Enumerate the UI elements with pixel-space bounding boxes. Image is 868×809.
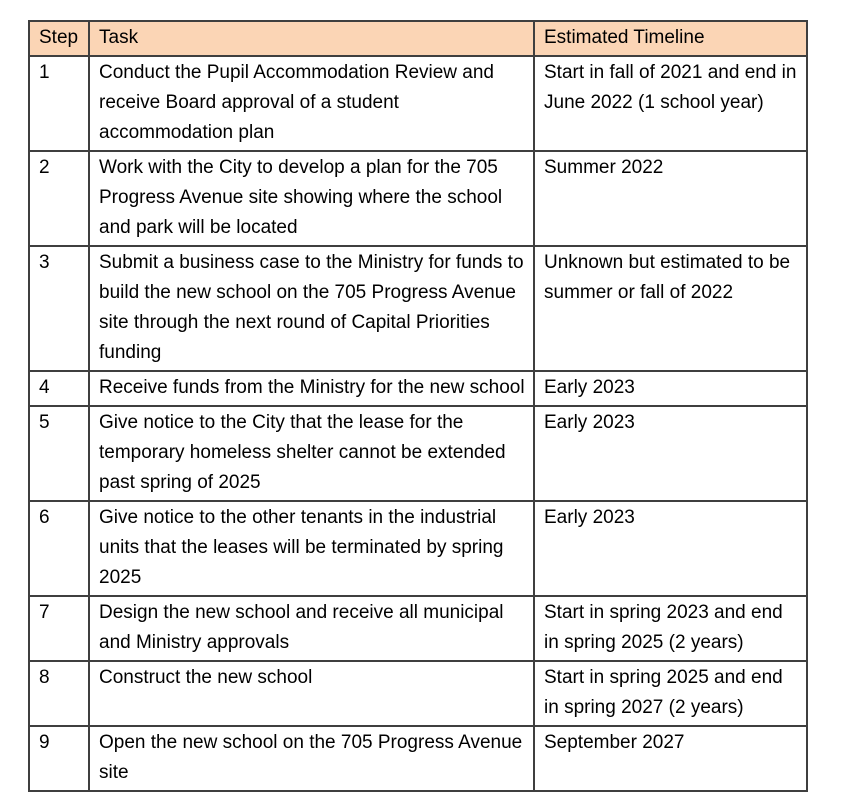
header-row: Step Task Estimated Timeline — [28, 20, 808, 57]
task-cell: Give notice to the other tenants in the … — [88, 500, 535, 597]
timeline-cell: Start in spring 2025 and end in spring 2… — [533, 660, 808, 727]
table-row: 4 Receive funds from the Ministry for th… — [28, 370, 808, 407]
table-row: 2 Work with the City to develop a plan f… — [28, 150, 808, 247]
timeline-cell: September 2027 — [533, 725, 808, 792]
task-cell: Work with the City to develop a plan for… — [88, 150, 535, 247]
step-cell: 6 — [28, 500, 90, 597]
timeline-column-header: Estimated Timeline — [533, 20, 808, 57]
step-cell: 3 — [28, 245, 90, 372]
task-cell: Submit a business case to the Ministry f… — [88, 245, 535, 372]
step-cell: 9 — [28, 725, 90, 792]
step-cell: 8 — [28, 660, 90, 727]
timeline-cell: Early 2023 — [533, 500, 808, 597]
timeline-cell: Unknown but estimated to be summer or fa… — [533, 245, 808, 372]
task-cell: Conduct the Pupil Accommodation Review a… — [88, 55, 535, 152]
task-cell: Receive funds from the Ministry for the … — [88, 370, 535, 407]
table-header: Step Task Estimated Timeline — [28, 20, 808, 57]
table-row: 3 Submit a business case to the Ministry… — [28, 245, 808, 372]
school-timeline-table: Step Task Estimated Timeline 1 Conduct t… — [28, 20, 808, 792]
step-cell: 7 — [28, 595, 90, 662]
table-row: 9 Open the new school on the 705 Progres… — [28, 725, 808, 792]
step-cell: 4 — [28, 370, 90, 407]
timeline-cell: Early 2023 — [533, 405, 808, 502]
table-row: 7 Design the new school and receive all … — [28, 595, 808, 662]
step-column-header: Step — [28, 20, 90, 57]
timeline-cell: Early 2023 — [533, 370, 808, 407]
step-cell: 1 — [28, 55, 90, 152]
table-row: 6 Give notice to the other tenants in th… — [28, 500, 808, 597]
task-cell: Open the new school on the 705 Progress … — [88, 725, 535, 792]
task-cell: Design the new school and receive all mu… — [88, 595, 535, 662]
timeline-cell: Start in fall of 2021 and end in June 20… — [533, 55, 808, 152]
timeline-cell: Start in spring 2023 and end in spring 2… — [533, 595, 808, 662]
step-cell: 2 — [28, 150, 90, 247]
task-cell: Give notice to the City that the lease f… — [88, 405, 535, 502]
step-cell: 5 — [28, 405, 90, 502]
table-row: 5 Give notice to the City that the lease… — [28, 405, 808, 502]
task-cell: Construct the new school — [88, 660, 535, 727]
table-row: 8 Construct the new school Start in spri… — [28, 660, 808, 727]
task-column-header: Task — [88, 20, 535, 57]
timeline-cell: Summer 2022 — [533, 150, 808, 247]
table-body: 1 Conduct the Pupil Accommodation Review… — [28, 55, 808, 792]
table-row: 1 Conduct the Pupil Accommodation Review… — [28, 55, 808, 152]
